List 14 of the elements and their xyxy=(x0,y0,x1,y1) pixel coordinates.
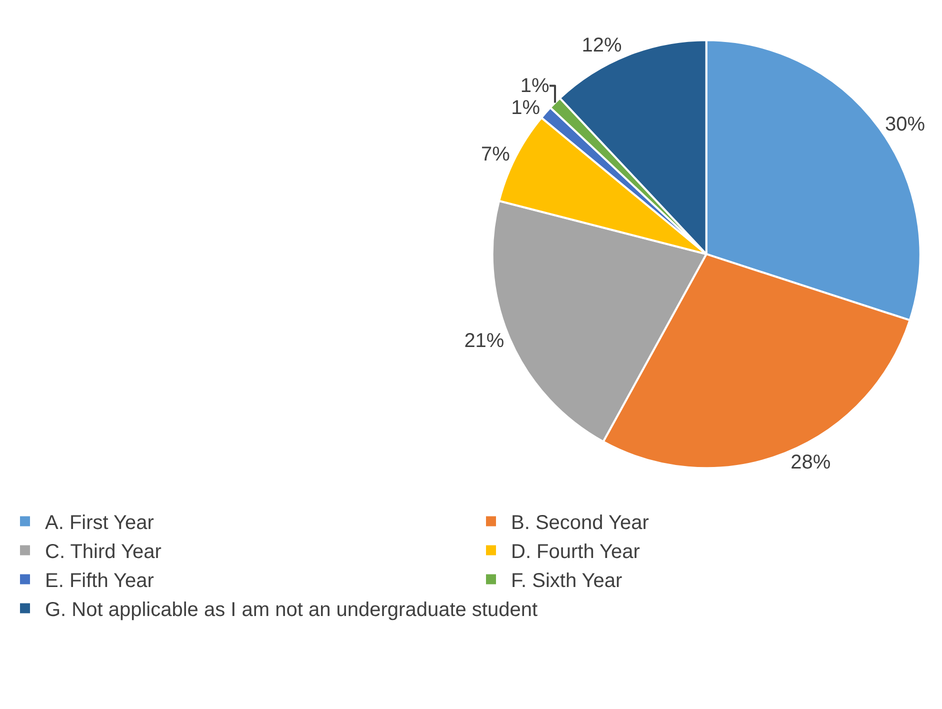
legend-label: G. Not applicable as I am not an undergraduate student xyxy=(45,599,538,622)
legend-label: C. Third Year xyxy=(45,541,162,564)
legend-label: D. Fourth Year xyxy=(511,541,640,564)
legend-label: B. Second Year xyxy=(511,512,650,534)
data-label: 1% xyxy=(511,96,540,119)
data-label: 12% xyxy=(582,34,622,57)
data-label: 7% xyxy=(481,144,510,166)
legend-label: A. First Year xyxy=(45,512,154,534)
data-label: 28% xyxy=(790,452,831,474)
data-label: 1% xyxy=(520,74,550,97)
data-label: 21% xyxy=(464,330,504,352)
legend-label: E. Fifth Year xyxy=(45,570,154,592)
data-label: 30% xyxy=(884,114,926,136)
legend-label: F. Sixth Year xyxy=(511,570,623,592)
